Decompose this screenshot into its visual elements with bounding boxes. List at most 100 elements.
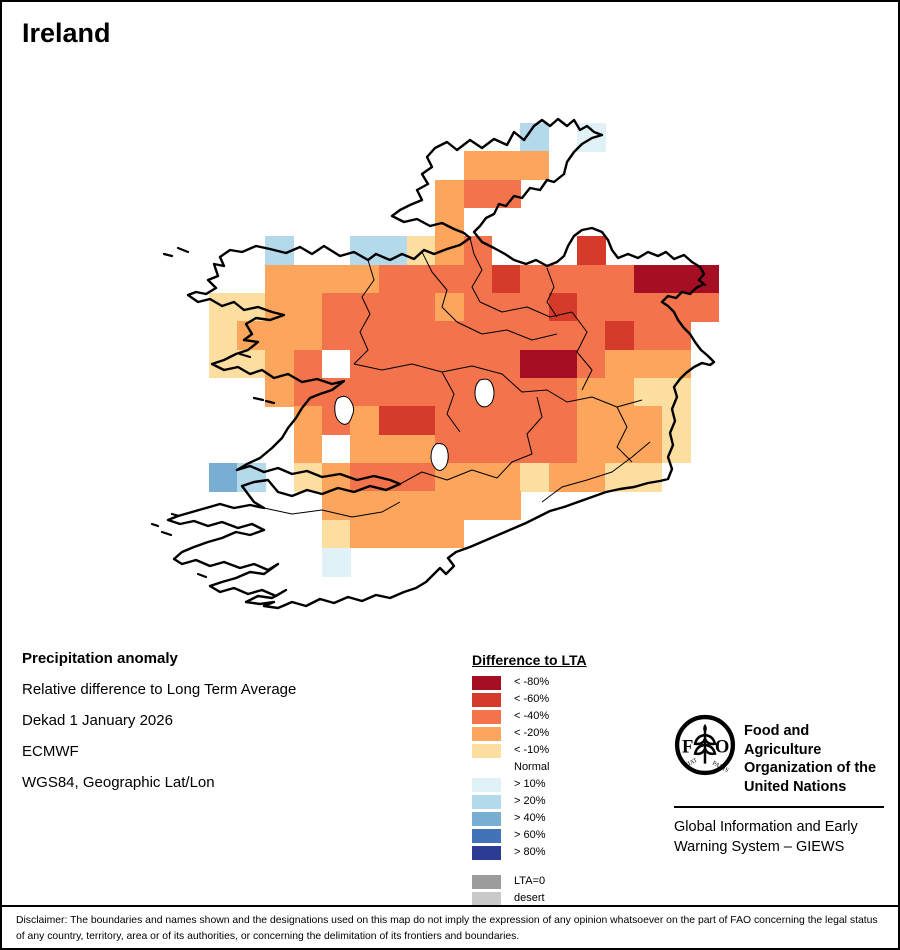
map-cell [661, 264, 691, 294]
legend-row: < -80% [472, 674, 662, 691]
map-cell [463, 491, 493, 521]
legend-gap [472, 861, 662, 873]
legend-swatch [472, 761, 501, 775]
map-cell [605, 349, 635, 379]
map-cell [378, 462, 408, 492]
map-cell [661, 406, 691, 436]
map-cell [406, 519, 436, 549]
map-cell [520, 151, 550, 181]
map-cell [463, 321, 493, 351]
map-cell [576, 123, 606, 152]
map-cell [350, 462, 380, 492]
map-cell [435, 207, 465, 237]
map-cell [633, 406, 663, 436]
map-cell [520, 434, 550, 464]
map-cell [406, 377, 436, 407]
map-cell [548, 377, 578, 407]
map-cell [378, 406, 408, 436]
map-cell [605, 321, 635, 351]
map-cell [491, 462, 521, 492]
fao-logo-icon: F O FIAT PANIS [674, 714, 736, 776]
fao-name-line: Food and Agriculture [744, 723, 822, 758]
map-cell [321, 377, 351, 407]
map-cell [435, 179, 465, 209]
info-line: ECMWF [22, 743, 79, 760]
map-cell [350, 491, 380, 521]
map-cell [435, 349, 465, 379]
map-cell [463, 264, 493, 294]
info-lines: Relative difference to Long Term Average… [22, 681, 452, 791]
map-cell [605, 377, 635, 407]
map-cell [321, 321, 351, 351]
map-cell [378, 377, 408, 407]
map-cell [576, 236, 606, 266]
legend-swatch [472, 743, 501, 758]
map-cell [491, 179, 521, 209]
map-cell [491, 292, 521, 322]
giews-name-line: Warning System – GIEWS [674, 838, 845, 855]
map-cell [321, 292, 351, 322]
map-cell [463, 151, 493, 181]
legend-swatch [472, 845, 501, 860]
map-cell [576, 377, 606, 407]
map-cell [661, 377, 691, 407]
map-cell [633, 321, 663, 351]
map-cell [208, 462, 238, 492]
map-cell [605, 434, 635, 464]
map-cell [293, 434, 323, 464]
map-cell [406, 264, 436, 294]
map-cell [576, 321, 606, 351]
map-cell [435, 377, 465, 407]
map-cell [350, 264, 380, 294]
map-cell [378, 434, 408, 464]
map-cell [520, 292, 550, 322]
legend-label: < -80% [514, 676, 550, 688]
legend-row: Normal [472, 759, 662, 776]
map-cell [265, 377, 295, 407]
fao-name: Food and Agriculture Organization of the U… [744, 714, 884, 796]
legend-label: > 80% [514, 846, 546, 858]
map-cell [378, 349, 408, 379]
map-cell [208, 292, 238, 322]
map-cell [576, 264, 606, 294]
map-cell [605, 406, 635, 436]
map-cell [378, 292, 408, 322]
map-cell [576, 462, 606, 492]
map-cell [435, 406, 465, 436]
map-cell [378, 236, 408, 266]
map-cell [321, 547, 351, 577]
legend-row: < -40% [472, 708, 662, 725]
map-cell [605, 264, 635, 294]
map-cell [350, 406, 380, 436]
map-cell [406, 349, 436, 379]
map-cell [265, 264, 295, 294]
map-cell [321, 462, 351, 492]
map-cell [491, 406, 521, 436]
map-cell [236, 321, 266, 351]
map-cell [321, 491, 351, 521]
map-cell [463, 462, 493, 492]
map-cell [378, 519, 408, 549]
map-cell [633, 434, 663, 464]
map-cell [236, 349, 266, 379]
map-cell [293, 377, 323, 407]
map-cell [350, 236, 380, 266]
map-cell [548, 406, 578, 436]
map-cell [265, 321, 295, 351]
map-cell [350, 292, 380, 322]
map-cell [576, 406, 606, 436]
legend-row: > 80% [472, 844, 662, 861]
legend-label: > 60% [514, 829, 546, 841]
legend-rows: < -80% < -60% < -40% < -20% < -10% Normal > 10… [472, 674, 662, 907]
map-cell [690, 292, 720, 322]
legend-label: < -20% [514, 727, 550, 739]
legend-swatch [472, 874, 501, 889]
map-cell [463, 377, 493, 407]
map-cell [406, 406, 436, 436]
legend-row: < -60% [472, 691, 662, 708]
map-cell [520, 406, 550, 436]
map-cell [265, 236, 295, 266]
map-cell [321, 264, 351, 294]
legend-swatch [472, 675, 501, 690]
